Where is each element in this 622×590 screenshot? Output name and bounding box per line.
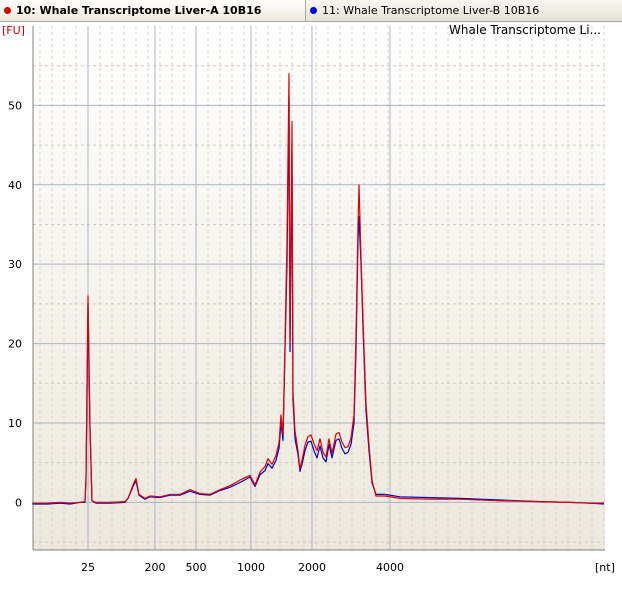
series-layer — [32, 73, 605, 505]
electropherogram-chart: 0 10 20 30 40 50 25 200 500 1000 2000 4000 [FU] [n… — [2, 23, 615, 574]
plot-area-background — [33, 26, 605, 550]
red-dot-icon — [4, 7, 11, 14]
y-tick-label: 40 — [8, 179, 22, 192]
tab-sample-11-label: 11: Whale Transcriptome Liver-B 10B16 — [322, 4, 540, 17]
y-tick-label: 30 — [8, 258, 22, 271]
y-tick-labels: 0 10 20 30 40 50 — [8, 99, 22, 509]
y-tick-label: 0 — [15, 496, 22, 509]
tab-sample-10-label: 10: Whale Transcriptome Liver-A 10B16 — [16, 4, 262, 17]
tab-sample-10[interactable]: 10: Whale Transcriptome Liver-A 10B16 — [0, 0, 306, 21]
x-tick-label: 25 — [81, 561, 95, 574]
minor-grid — [33, 26, 605, 550]
y-tick-label: 50 — [8, 99, 22, 112]
x-tick-label: 2000 — [298, 561, 326, 574]
blue-dot-icon — [310, 7, 317, 14]
x-tick-label: 1000 — [237, 561, 265, 574]
x-tick-label: 500 — [186, 561, 207, 574]
electropherogram-plot: 0 10 20 30 40 50 25 200 500 1000 2000 4000 [FU] [n… — [0, 22, 622, 586]
x-tick-label: 200 — [145, 561, 166, 574]
y-axis-label: [FU] — [2, 24, 25, 37]
sample-tab-bar: 10: Whale Transcriptome Liver-A 10B16 11… — [0, 0, 622, 22]
y-tick-label: 10 — [8, 417, 22, 430]
chart-title: Whale Transcriptome Li... — [449, 23, 601, 37]
x-tick-labels: 25 200 500 1000 2000 4000 — [81, 561, 404, 574]
series-line-liver-a — [32, 73, 604, 504]
major-grid — [33, 26, 605, 550]
tab-sample-11[interactable]: 11: Whale Transcriptome Liver-B 10B16 — [306, 0, 622, 21]
y-tick-label: 20 — [8, 338, 22, 351]
x-tick-label: 4000 — [376, 561, 404, 574]
x-axis-label: [nt] — [595, 561, 615, 574]
